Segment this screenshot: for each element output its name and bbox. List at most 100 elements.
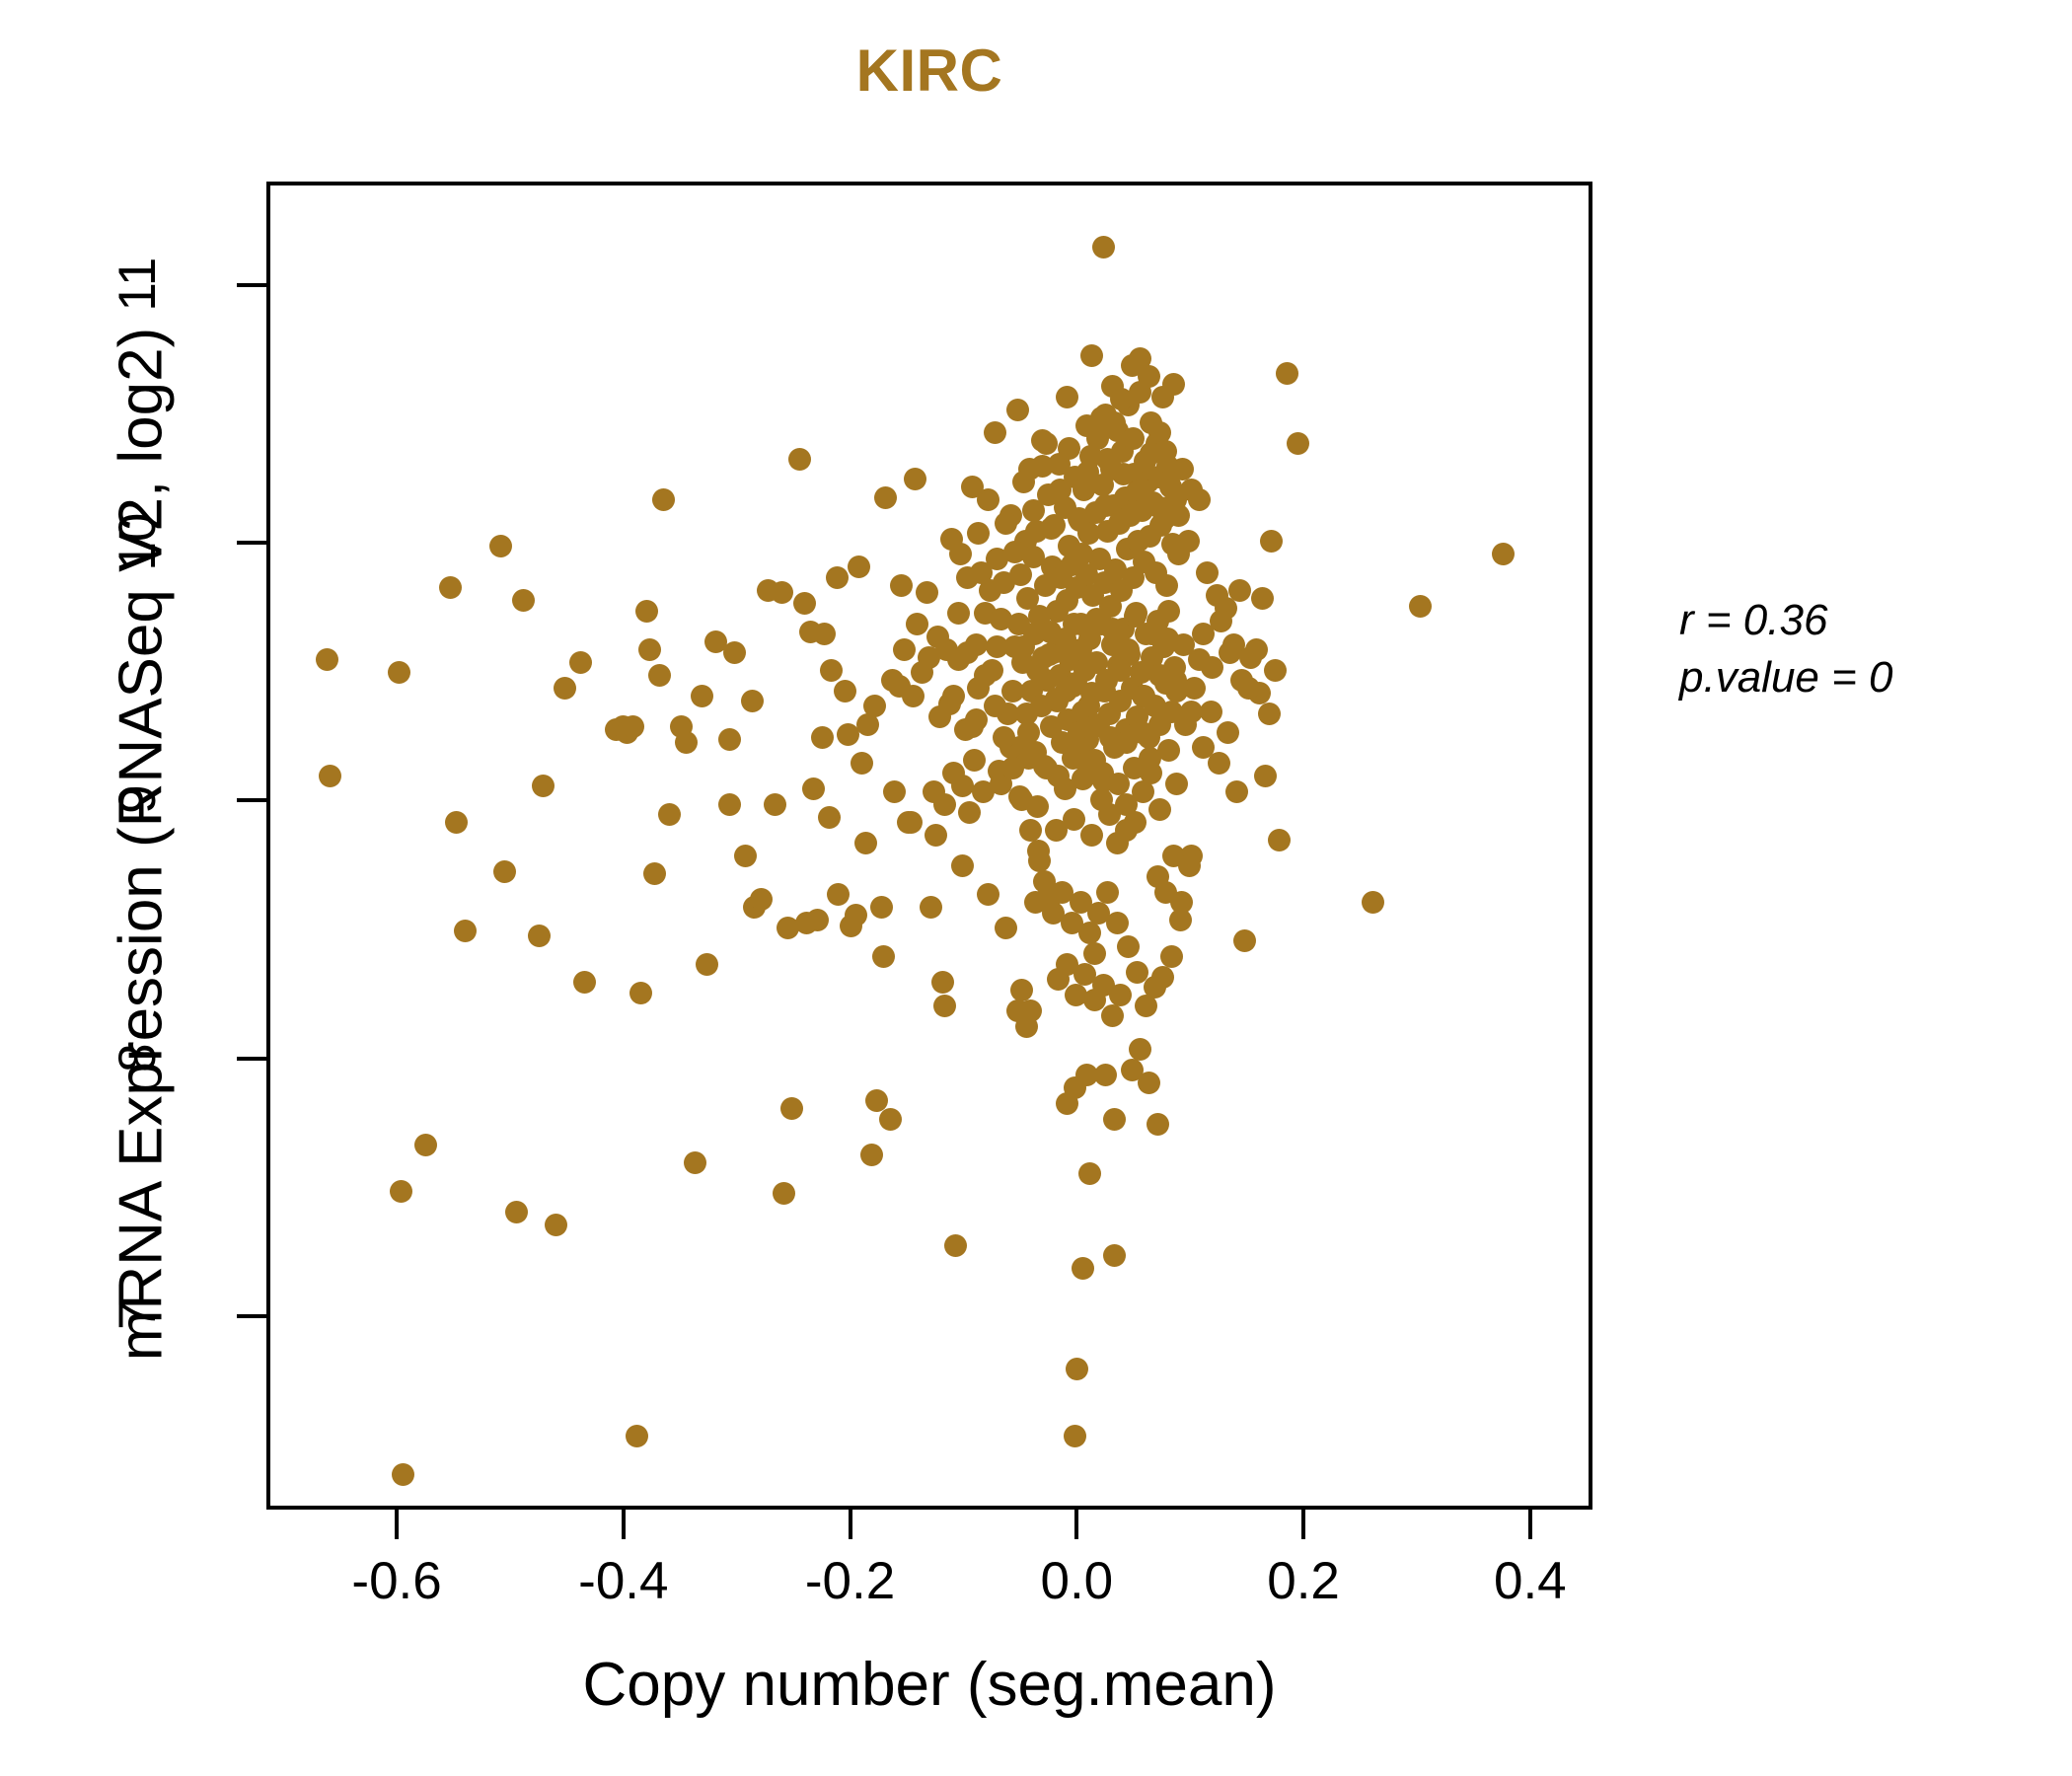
data-point (439, 576, 463, 600)
data-point (837, 723, 860, 747)
data-point (527, 925, 551, 948)
data-point (1254, 765, 1278, 787)
data-point (851, 751, 874, 775)
data-point (1010, 978, 1034, 1001)
data-point (1259, 530, 1283, 554)
data-point (1172, 632, 1196, 656)
data-point (532, 775, 555, 798)
data-point (1096, 880, 1120, 904)
data-point (763, 792, 786, 816)
data-point (315, 648, 338, 672)
x-axis-title: Copy number (seg.mean) (582, 1651, 1277, 1719)
data-point (1137, 364, 1160, 388)
x-tick-mark (1074, 1510, 1079, 1539)
data-point (1109, 984, 1133, 1007)
data-point (983, 421, 1006, 445)
data-point (1078, 922, 1102, 945)
data-point (1227, 578, 1251, 602)
x-tick-mark (395, 1510, 400, 1539)
data-point (1196, 560, 1220, 584)
data-point (801, 777, 825, 801)
data-point (1164, 669, 1188, 693)
data-point (1126, 960, 1149, 984)
data-point (932, 994, 956, 1017)
data-point (642, 862, 666, 886)
data-point (1080, 343, 1104, 367)
data-point (717, 728, 741, 752)
data-point (1053, 628, 1076, 651)
y-tick-mark (237, 282, 266, 287)
data-point (1105, 911, 1129, 934)
data-point (1084, 651, 1108, 674)
data-point (1188, 488, 1212, 512)
data-point (1103, 1244, 1127, 1268)
data-point (965, 632, 989, 656)
data-point (1003, 540, 1027, 563)
data-point (1062, 808, 1085, 832)
data-point (862, 695, 886, 718)
data-point (825, 565, 849, 589)
data-point (878, 1107, 902, 1131)
data-point (1076, 695, 1100, 718)
data-point (810, 725, 834, 749)
data-point (770, 581, 793, 605)
data-point (1109, 658, 1133, 682)
data-point (847, 555, 870, 579)
statistics-annotation: r = 0.36 p.value = 0 (1679, 592, 1893, 706)
data-point (1130, 720, 1153, 744)
data-point (1199, 700, 1222, 723)
data-point (1000, 757, 1024, 780)
data-point (1287, 431, 1310, 455)
data-point (1128, 346, 1151, 370)
data-point (1133, 684, 1156, 707)
data-point (1244, 637, 1268, 661)
data-point (865, 1089, 889, 1113)
data-point (1106, 772, 1130, 795)
data-point (1089, 787, 1113, 811)
data-point (958, 800, 982, 824)
data-point (1125, 602, 1148, 626)
page-title: KIRC (855, 37, 1003, 104)
data-point (1103, 1107, 1127, 1131)
data-point (622, 715, 645, 739)
x-tick-label: -0.4 (578, 1552, 669, 1610)
data-point (1082, 989, 1106, 1012)
data-point (1178, 854, 1202, 878)
data-point (920, 896, 943, 920)
x-tick-label: -0.6 (351, 1552, 442, 1610)
data-point (569, 651, 593, 674)
data-point (972, 779, 996, 803)
data-point (951, 854, 975, 878)
data-point (675, 731, 699, 755)
data-point (976, 488, 999, 512)
data-point (1157, 738, 1181, 762)
data-point (1138, 746, 1161, 770)
data-point (695, 952, 718, 976)
data-point (777, 917, 800, 940)
data-point (892, 637, 916, 661)
data-point (1069, 891, 1092, 915)
data-point (1072, 1257, 1095, 1281)
data-point (1045, 690, 1069, 713)
data-point (1000, 679, 1024, 703)
y-tick-mark (237, 1313, 266, 1318)
data-point (855, 712, 879, 736)
data-point (1120, 1058, 1144, 1081)
data-point (1191, 736, 1215, 760)
data-point (1159, 944, 1183, 968)
data-point (1165, 772, 1189, 795)
data-point (717, 792, 741, 816)
x-tick-mark (848, 1510, 852, 1539)
data-point (625, 1425, 648, 1448)
data-point (942, 762, 966, 785)
data-point (1140, 442, 1163, 466)
data-point (1005, 999, 1029, 1022)
data-point (995, 917, 1018, 940)
data-point (946, 602, 970, 626)
data-point (1021, 545, 1045, 568)
data-point (792, 591, 816, 615)
data-point (955, 565, 979, 589)
data-point (869, 896, 893, 920)
data-point (1065, 984, 1088, 1007)
